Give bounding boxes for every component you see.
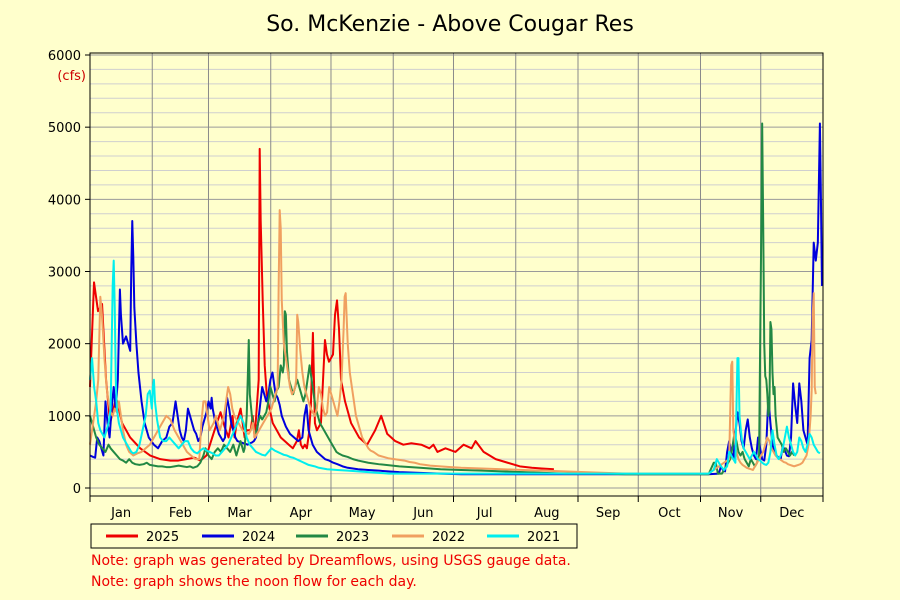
x-tick-label: Sep bbox=[596, 506, 621, 521]
y-tick-label: 3000 bbox=[48, 266, 81, 281]
y-tick-label: 2000 bbox=[48, 338, 81, 353]
x-tick-label: Aug bbox=[534, 506, 559, 521]
series-line-2021 bbox=[89, 259, 821, 475]
note-noon-flow: Note: graph shows the noon flow for each… bbox=[91, 574, 417, 590]
y-tick-label: 5000 bbox=[48, 121, 81, 136]
y-axis: 0 1000 2000 3000 4000 5000 6000 bbox=[48, 49, 90, 497]
y-tick-label: 4000 bbox=[48, 193, 81, 208]
x-tick-label: May bbox=[349, 506, 376, 521]
chart-title: So. McKenzie - Above Cougar Res bbox=[266, 12, 634, 37]
legend: 2025 2024 2023 2022 2021 bbox=[90, 523, 578, 549]
series-line-2024 bbox=[89, 122, 823, 476]
x-tick-label: Jan bbox=[110, 506, 131, 521]
legend-label-2025: 2025 bbox=[146, 530, 179, 545]
x-tick-label: Dec bbox=[779, 506, 804, 521]
x-tick-label: Jul bbox=[476, 506, 493, 521]
x-tick-label: Feb bbox=[169, 506, 192, 521]
legend-label-2024: 2024 bbox=[242, 530, 275, 545]
y-tick-label: 0 bbox=[73, 482, 81, 497]
x-tick-label: Nov bbox=[718, 506, 744, 521]
x-tick-label: Mar bbox=[227, 506, 252, 521]
x-axis: Jan Feb Mar Apr May Jun Jul Aug Sep Oct Nov Dec bbox=[89, 496, 824, 521]
x-tick-label: Jun bbox=[412, 506, 433, 521]
x-tick-label: Oct bbox=[658, 506, 680, 521]
series-line-2023 bbox=[89, 122, 796, 476]
series-layer bbox=[89, 122, 823, 476]
series-line-2022 bbox=[89, 209, 817, 475]
note-source: Note: graph was generated by Dreamflows,… bbox=[91, 553, 571, 569]
plot-background bbox=[90, 53, 823, 496]
legend-label-2023: 2023 bbox=[336, 530, 369, 545]
plot-frame bbox=[89, 52, 824, 497]
legend-label-2021: 2021 bbox=[527, 530, 560, 545]
legend-label-2022: 2022 bbox=[432, 530, 465, 545]
unit-label: (cfs) bbox=[57, 69, 86, 84]
y-tick-label: 1000 bbox=[48, 410, 81, 425]
y-tick-label: 6000 bbox=[48, 49, 81, 64]
x-tick-label: Apr bbox=[290, 506, 313, 521]
